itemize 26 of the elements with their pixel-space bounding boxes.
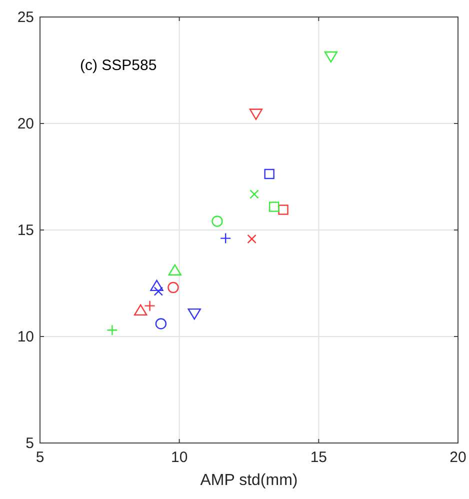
point bbox=[168, 282, 179, 294]
x-axis-title: AMP std(mm) bbox=[200, 472, 298, 489]
point bbox=[168, 264, 182, 276]
point bbox=[134, 304, 148, 316]
y-tick-label: 25 bbox=[17, 9, 34, 26]
y-tick-label: 20 bbox=[17, 116, 34, 132]
x-tick-label: 20 bbox=[450, 449, 466, 466]
text: (c) SSP585 bbox=[80, 57, 157, 74]
y-tick-label: 5 bbox=[26, 435, 34, 452]
y-tick-label: 15 bbox=[17, 222, 34, 239]
point bbox=[250, 190, 259, 199]
point bbox=[188, 308, 201, 320]
point bbox=[264, 168, 274, 180]
point bbox=[249, 108, 263, 120]
x-tick-label: 5 bbox=[36, 449, 44, 466]
point bbox=[324, 51, 338, 63]
point bbox=[247, 234, 256, 244]
point bbox=[212, 216, 223, 227]
point bbox=[268, 202, 280, 212]
point bbox=[150, 280, 164, 292]
y-tick-label: 10 bbox=[17, 328, 34, 346]
x-tick-label: 15 bbox=[310, 449, 328, 466]
point bbox=[154, 286, 164, 296]
point bbox=[155, 318, 167, 330]
x-tick-label: 10 bbox=[170, 449, 188, 466]
point bbox=[278, 204, 288, 215]
